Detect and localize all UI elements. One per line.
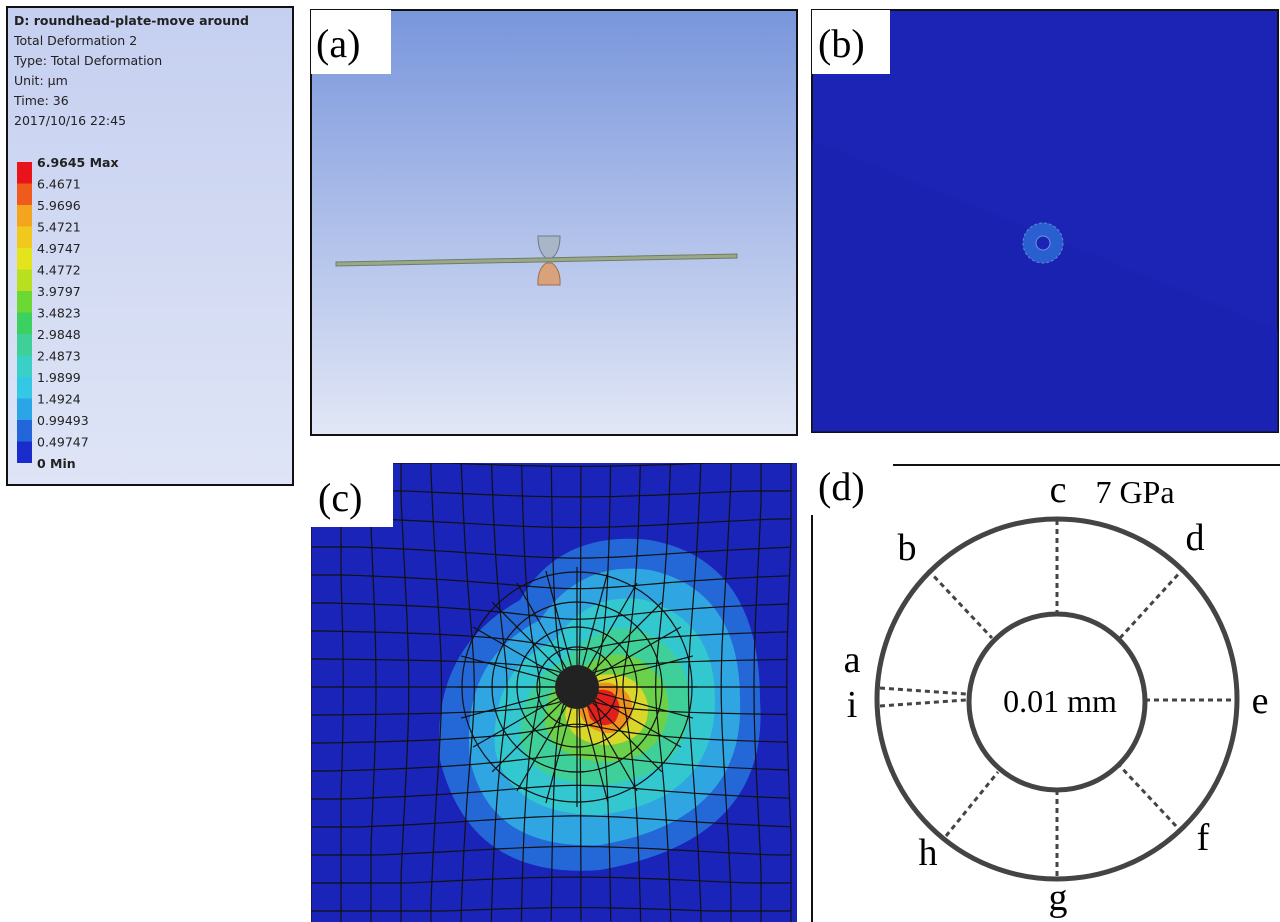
legend-header: 2017/10/16 22:45 bbox=[14, 113, 126, 128]
radial-line bbox=[946, 772, 998, 836]
legend-level: 0.99493 bbox=[37, 413, 89, 428]
point-label: g bbox=[1049, 877, 1068, 919]
color-swatch bbox=[17, 248, 32, 270]
legend-level: 3.4823 bbox=[37, 306, 81, 321]
figure: D: roundhead-plate-move around Total Defo… bbox=[0, 0, 1280, 922]
legend-level: 3.9797 bbox=[37, 284, 81, 299]
legend-level: 1.9899 bbox=[37, 370, 81, 385]
radial-line bbox=[928, 570, 992, 638]
color-swatch bbox=[17, 399, 32, 421]
page: D: roundhead-plate-move around Total Defo… bbox=[0, 0, 1280, 922]
color-swatch bbox=[17, 313, 32, 335]
legend-level: 2.4873 bbox=[37, 349, 81, 364]
legend-level: 5.9696 bbox=[37, 198, 81, 213]
color-swatch bbox=[17, 270, 32, 292]
color-swatch bbox=[17, 205, 32, 227]
inner-label: 0.01 mm bbox=[1003, 683, 1117, 719]
color-swatch bbox=[17, 227, 32, 249]
point-label: b bbox=[898, 527, 917, 569]
legend-header: Unit: μm bbox=[14, 73, 68, 88]
legend-header: D: roundhead-plate-move around bbox=[14, 13, 249, 28]
legend-level: 5.4721 bbox=[37, 220, 81, 235]
panel-label: (d) bbox=[818, 464, 865, 509]
color-swatch bbox=[17, 162, 32, 184]
radial-line bbox=[880, 700, 966, 706]
legend-level: 6.9645 Max bbox=[37, 155, 119, 170]
pressure-label: 7 GPa bbox=[1095, 474, 1174, 510]
color-swatch bbox=[17, 442, 32, 464]
legend-level: 4.4772 bbox=[37, 263, 81, 278]
point-label: i bbox=[847, 684, 858, 726]
color-swatch bbox=[17, 420, 32, 442]
point-label: c bbox=[1050, 469, 1067, 511]
point-label: e bbox=[1252, 680, 1269, 722]
legend-level: 6.4671 bbox=[37, 177, 81, 192]
point-label: d bbox=[1186, 517, 1205, 559]
point-label: a bbox=[844, 639, 861, 681]
panel-label: (b) bbox=[818, 21, 865, 66]
legend-header: Time: 36 bbox=[13, 93, 69, 108]
panel-label: (c) bbox=[318, 475, 362, 520]
fine-mesh bbox=[555, 665, 599, 709]
color-swatch bbox=[17, 377, 32, 399]
legend-level: 4.9747 bbox=[37, 241, 81, 256]
color-swatch bbox=[17, 291, 32, 313]
color-swatch bbox=[17, 334, 32, 356]
panel-c bbox=[311, 463, 797, 922]
radial-line bbox=[1118, 764, 1176, 826]
legend-header: Type: Total Deformation bbox=[13, 53, 162, 68]
point-label: h bbox=[919, 832, 938, 874]
radial-line bbox=[880, 688, 966, 694]
legend-level: 1.4924 bbox=[37, 392, 81, 407]
point-label: f bbox=[1197, 817, 1210, 859]
panel-label: (a) bbox=[316, 21, 360, 66]
ring-core bbox=[1036, 236, 1050, 250]
legend-level: 2.9848 bbox=[37, 327, 81, 342]
legend-level: 0 Min bbox=[37, 456, 76, 471]
color-swatch bbox=[17, 184, 32, 206]
radial-line bbox=[1120, 568, 1184, 638]
legend-level: 0.49747 bbox=[37, 435, 89, 450]
color-swatch bbox=[17, 356, 32, 378]
legend-header: Total Deformation 2 bbox=[13, 33, 137, 48]
